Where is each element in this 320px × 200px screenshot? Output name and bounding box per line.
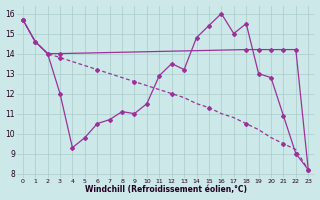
X-axis label: Windchill (Refroidissement éolien,°C): Windchill (Refroidissement éolien,°C) bbox=[84, 185, 246, 194]
